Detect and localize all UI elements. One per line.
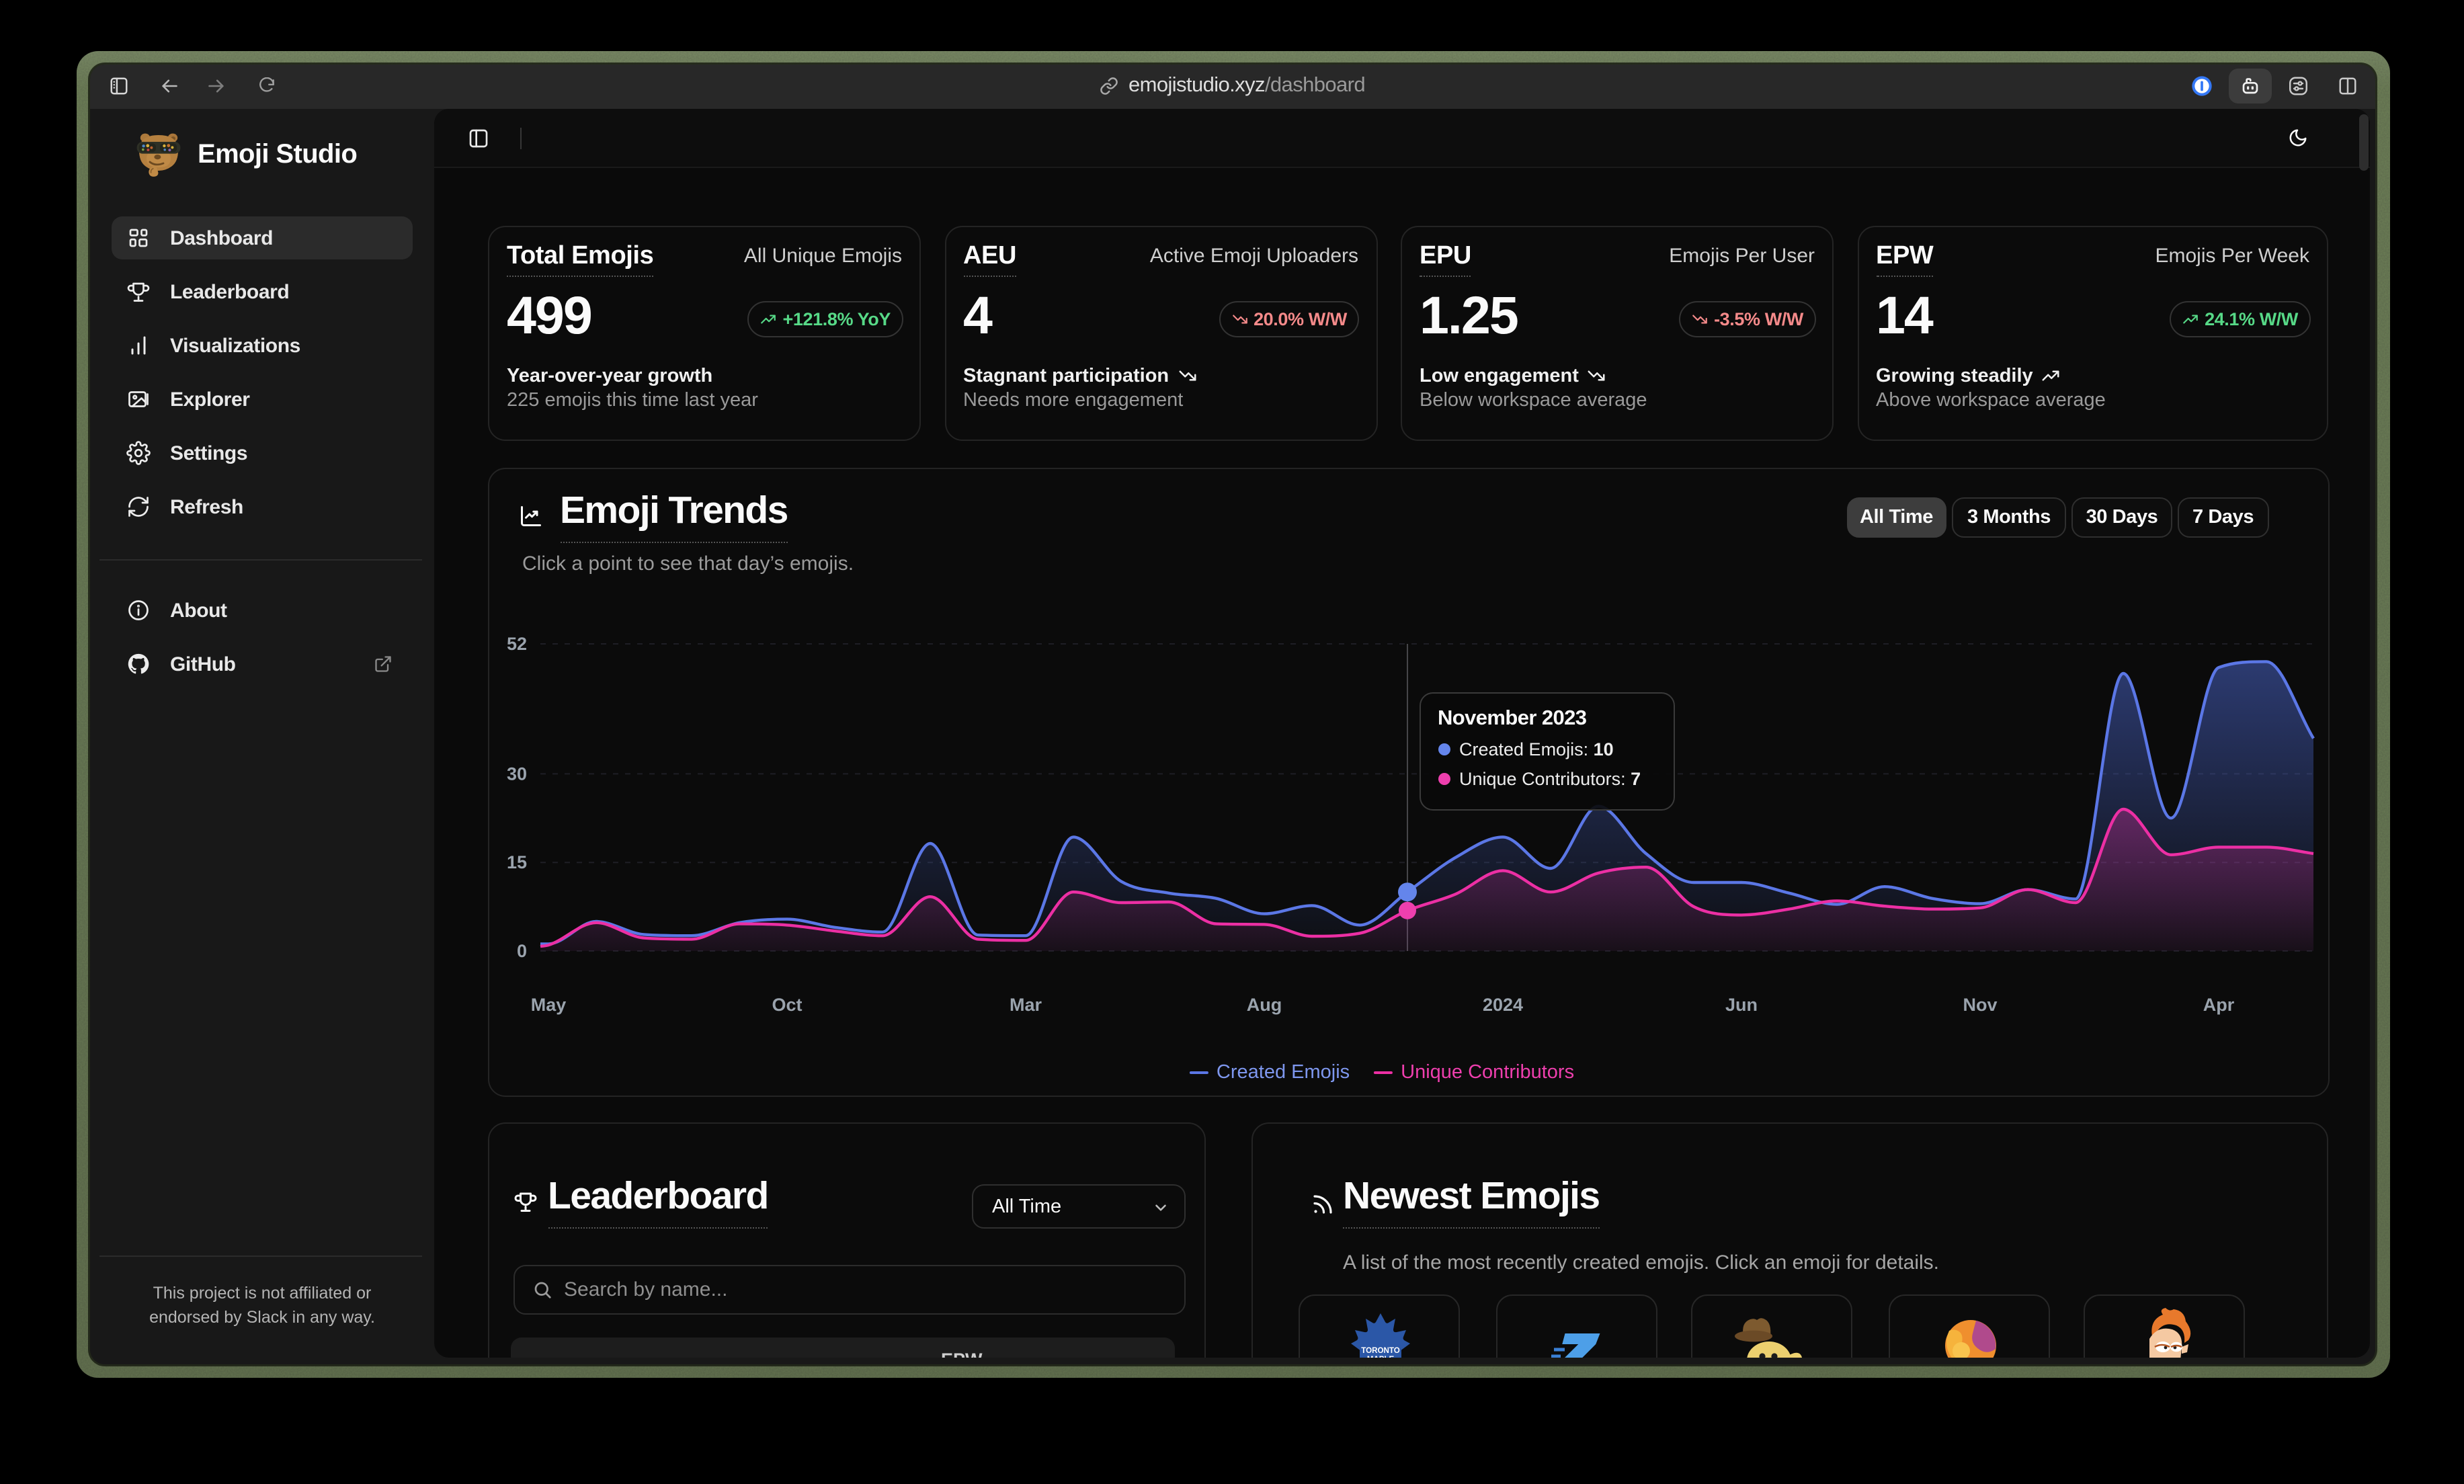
svg-text:Apr: Apr — [2203, 995, 2235, 1015]
svg-text:52: 52 — [507, 634, 527, 654]
svg-text:MAPLE: MAPLE — [1366, 1354, 1394, 1358]
svg-text:Oct: Oct — [772, 995, 802, 1015]
svg-text:2024: 2024 — [1483, 995, 1523, 1015]
svg-text:May: May — [531, 995, 567, 1015]
svg-text:TORONTO: TORONTO — [1360, 1346, 1399, 1354]
svg-text:0: 0 — [517, 941, 527, 961]
svg-text:Mar: Mar — [1010, 995, 1042, 1015]
svg-text:30: 30 — [507, 764, 527, 784]
svg-text:Aug: Aug — [1247, 995, 1282, 1015]
svg-text:Nov: Nov — [1963, 995, 1997, 1015]
svg-text:Jun: Jun — [1725, 995, 1758, 1015]
svg-text:15: 15 — [507, 852, 527, 872]
